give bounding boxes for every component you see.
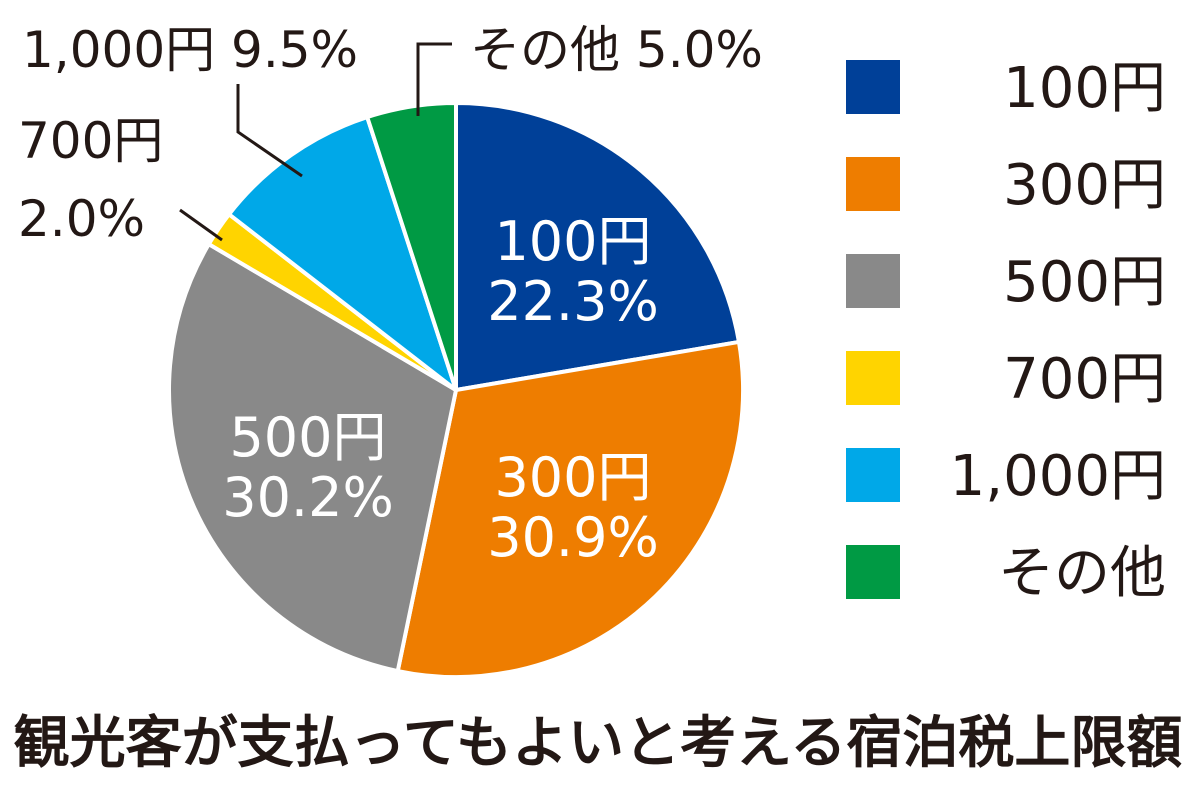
slice-label-4: 1,000円 9.5% bbox=[22, 21, 358, 79]
legend-swatch-4 bbox=[846, 448, 900, 502]
pie-slice-0 bbox=[454, 101, 741, 392]
slice-value-3: 2.0% bbox=[18, 190, 145, 248]
slice-value-2: 30.2% bbox=[222, 466, 394, 529]
leader-line-3 bbox=[179, 208, 223, 242]
leader-line-5 bbox=[416, 42, 452, 116]
legend-swatch-3 bbox=[846, 351, 900, 405]
pie-slice-5 bbox=[365, 101, 458, 392]
legend-label-3: 700円 bbox=[1003, 347, 1166, 412]
outer-labels: 700円 2.0% 1,000円 9.5% その他 5.0% bbox=[18, 21, 763, 248]
chart-title: 観光客が支払ってもよいと考える宿泊税上限額 bbox=[14, 711, 1183, 776]
slice-label-1: 300円 bbox=[494, 446, 651, 509]
slice-label-0: 100円 bbox=[494, 210, 651, 273]
legend-label-4: 1,000円 bbox=[950, 444, 1166, 509]
legend-swatch-2 bbox=[846, 254, 900, 308]
pie-slice-1 bbox=[395, 339, 745, 679]
pie-slices bbox=[167, 101, 745, 679]
slice-label-2: 500円 bbox=[229, 406, 386, 469]
legend-label-2: 500円 bbox=[1003, 250, 1166, 315]
slice-label-5: その他 5.0% bbox=[470, 21, 763, 79]
legend-label-1: 300円 bbox=[1003, 153, 1166, 218]
slice-value-0: 22.3% bbox=[487, 270, 659, 333]
legend-label-5: その他 bbox=[998, 541, 1166, 606]
legend-label-0: 100円 bbox=[1003, 56, 1166, 121]
legend-swatch-0 bbox=[846, 60, 900, 114]
slice-value-1: 30.9% bbox=[487, 506, 659, 569]
legend-swatch-5 bbox=[846, 545, 900, 599]
legend-swatch-1 bbox=[846, 157, 900, 211]
leader-line-4 bbox=[236, 84, 303, 178]
pie-slice-2 bbox=[167, 242, 458, 674]
pie-slice-4 bbox=[227, 115, 458, 392]
slice-label-3: 700円 bbox=[18, 112, 163, 170]
